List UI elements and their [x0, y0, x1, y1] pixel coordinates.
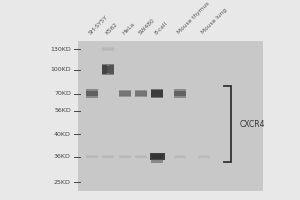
Text: 40KD: 40KD [54, 132, 71, 137]
Bar [150, 153, 165, 160]
Bar [102, 155, 114, 158]
Bar [110, 65, 114, 74]
Bar [174, 96, 186, 98]
Bar [135, 155, 147, 158]
Bar [152, 154, 164, 159]
Text: 100KD: 100KD [50, 67, 71, 72]
Bar [86, 155, 98, 158]
Text: 56KD: 56KD [54, 108, 71, 113]
Text: CXCR4: CXCR4 [240, 120, 265, 129]
Bar [174, 89, 186, 98]
Bar [198, 155, 210, 158]
Bar [78, 41, 263, 191]
Text: 25KD: 25KD [54, 180, 71, 185]
Text: HeLa: HeLa [121, 21, 135, 35]
Bar [152, 159, 164, 163]
Bar [102, 47, 114, 51]
Bar [152, 97, 164, 98]
Bar [135, 96, 147, 97]
Bar [102, 73, 114, 75]
Bar [152, 89, 164, 98]
Bar [135, 90, 147, 97]
Bar [118, 90, 130, 97]
Bar [102, 65, 107, 74]
Bar [135, 155, 147, 156]
Text: 130KD: 130KD [50, 47, 71, 52]
Bar [135, 90, 147, 91]
Text: SW480: SW480 [137, 17, 156, 35]
Text: K562: K562 [105, 21, 119, 35]
Text: SH-SY5Y: SH-SY5Y [88, 14, 109, 35]
Bar [174, 155, 186, 156]
Bar [118, 155, 130, 156]
Bar [198, 155, 210, 156]
Bar [174, 89, 186, 91]
Bar [102, 47, 114, 48]
Bar [86, 89, 98, 98]
Text: Mouse thymus: Mouse thymus [176, 1, 210, 35]
Bar [118, 155, 130, 158]
Text: 70KD: 70KD [54, 91, 71, 96]
Bar [102, 155, 114, 156]
Text: 36KD: 36KD [54, 154, 71, 159]
Bar [152, 154, 164, 155]
Bar [102, 64, 114, 75]
Bar [102, 64, 114, 66]
Text: Mouse lung: Mouse lung [200, 8, 228, 35]
Bar [174, 155, 186, 158]
Bar [152, 89, 164, 90]
Bar [118, 96, 130, 97]
Bar [118, 90, 130, 91]
Bar [86, 89, 98, 91]
Bar [86, 155, 98, 156]
Bar [86, 96, 98, 98]
Bar [102, 50, 114, 51]
Text: 8-cell: 8-cell [154, 21, 169, 35]
